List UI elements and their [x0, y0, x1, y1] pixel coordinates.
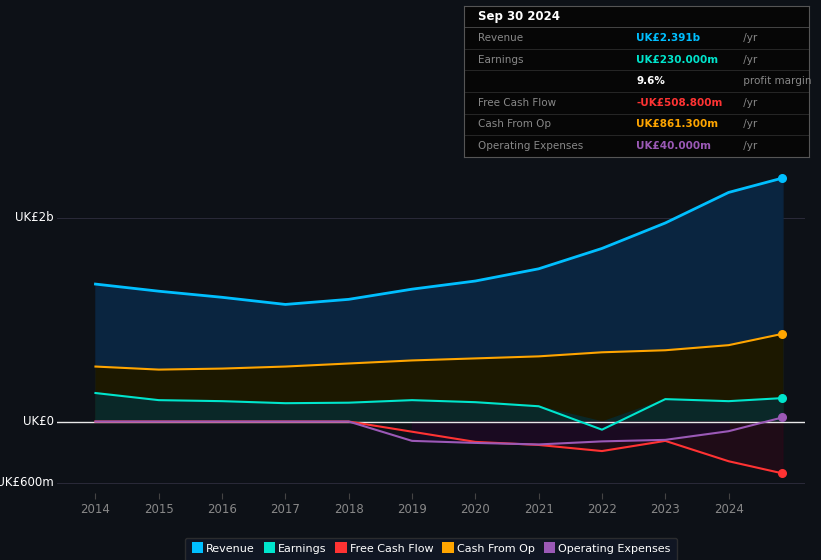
Text: profit margin: profit margin: [740, 76, 811, 86]
Point: [776, 329, 789, 338]
Point: [776, 394, 789, 403]
Text: UK£861.300m: UK£861.300m: [636, 119, 718, 129]
Text: /yr: /yr: [740, 141, 757, 151]
Text: UK£0: UK£0: [23, 415, 53, 428]
Text: Earnings: Earnings: [478, 55, 523, 64]
Legend: Revenue, Earnings, Free Cash Flow, Cash From Op, Operating Expenses: Revenue, Earnings, Free Cash Flow, Cash …: [185, 538, 677, 560]
Text: Sep 30 2024: Sep 30 2024: [478, 10, 560, 23]
Text: -UK£508.800m: -UK£508.800m: [636, 98, 722, 108]
Text: Revenue: Revenue: [478, 33, 523, 43]
Point: [776, 413, 789, 422]
Text: -UK£600m: -UK£600m: [0, 476, 53, 489]
Text: UK£2b: UK£2b: [15, 211, 53, 225]
Text: Free Cash Flow: Free Cash Flow: [478, 98, 556, 108]
Text: UK£230.000m: UK£230.000m: [636, 55, 718, 64]
Text: UK£40.000m: UK£40.000m: [636, 141, 711, 151]
Text: /yr: /yr: [740, 33, 757, 43]
Text: Operating Expenses: Operating Expenses: [478, 141, 583, 151]
Point: [776, 174, 789, 183]
Text: /yr: /yr: [740, 55, 757, 64]
Text: UK£2.391b: UK£2.391b: [636, 33, 700, 43]
Point: [776, 469, 789, 478]
Text: /yr: /yr: [740, 98, 757, 108]
Text: 9.6%: 9.6%: [636, 76, 665, 86]
Text: /yr: /yr: [740, 119, 757, 129]
Text: Cash From Op: Cash From Op: [478, 119, 551, 129]
